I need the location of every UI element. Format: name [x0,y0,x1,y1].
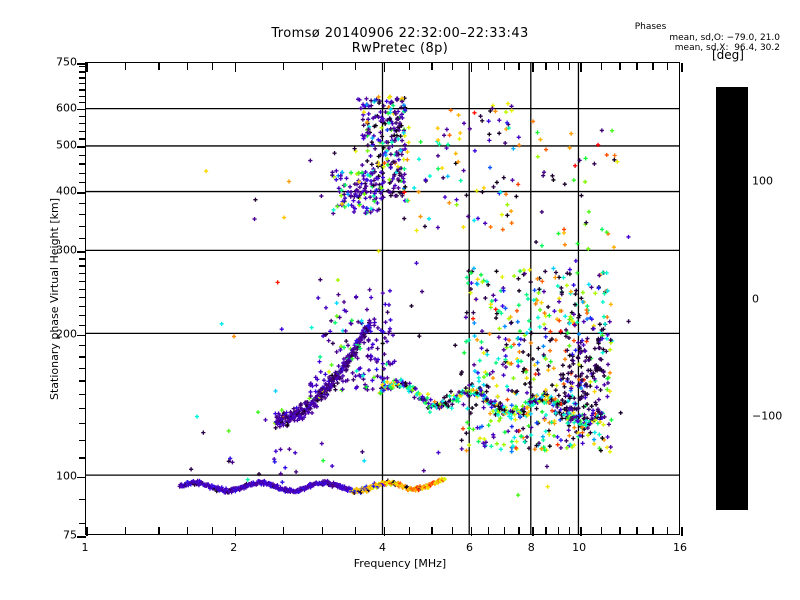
phase-statistics-x-mode: mean, sd,X: 96.4, 30.2 [674,43,780,53]
plot-area [77,62,683,538]
y-tick-label: 400 [56,184,77,198]
phase-statistics: Phases mean, sd,O: −79.0, 21.0 mean, sd,… [565,22,780,54]
y-tick-label: 600 [56,101,77,115]
y-tick-label: 750 [56,55,77,69]
y-tick-label: 75 [63,528,77,542]
x-tick-label: 6 [466,541,473,554]
colorbar-tick-label: −100 [752,409,783,423]
colorbar [716,87,748,510]
colorbar-gradient [716,87,748,510]
colorbar-tick-label: 100 [752,174,773,188]
y-tick-label: 300 [56,243,77,257]
x-tick-label: 4 [379,541,386,554]
plot-subtitle-line2: RwPretec (8p) [351,41,449,56]
x-tick-label: 2 [230,541,238,554]
x-tick-label: 8 [527,541,535,554]
colorbar-tick-label: 0 [752,292,759,305]
colorbar-unit-label: [deg] [712,48,744,62]
data-points [177,94,631,498]
gridlines [86,63,679,534]
y-axis-title: Stationary phase Virtual Height [km] [48,197,61,400]
phase-statistics-header: Phases [634,22,667,32]
phase-statistics-o-mode: mean, sd,O: −79.0, 21.0 [669,32,780,43]
y-tick-label: 100 [56,469,77,483]
x-tick-label: 10 [572,541,587,554]
scatter-canvas [86,63,679,534]
y-tick-label: 500 [56,138,77,152]
x-tick-label: 1 [81,541,89,554]
y-tick-label: 200 [56,327,77,340]
plot-title-line1: Tromsø 20140906 22:32:00–22:33:43 [271,26,529,41]
x-axis-title: Frequency [MHz] [353,557,447,570]
x-tick-label: 16 [673,541,687,554]
